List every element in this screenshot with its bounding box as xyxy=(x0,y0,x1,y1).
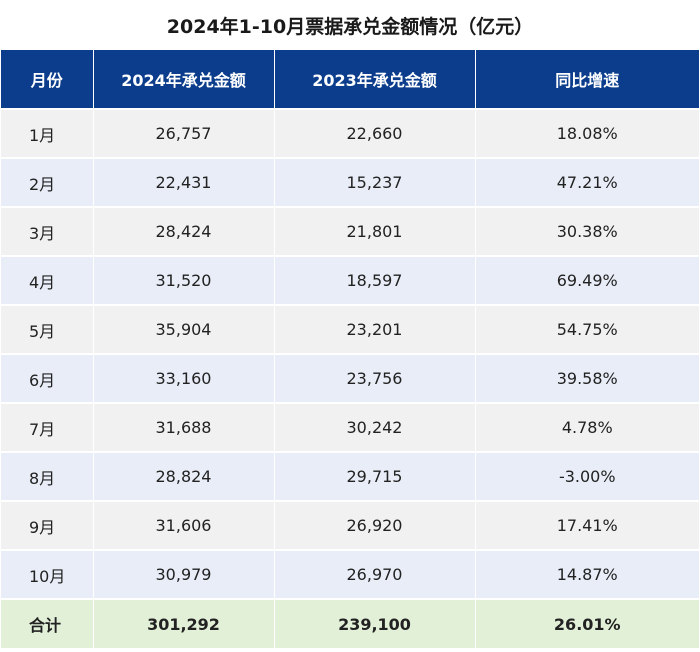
cell-yoy-growth: 39.58% xyxy=(475,354,699,404)
cell-month: 8月 xyxy=(1,452,94,502)
table-row: 6月 33,160 23,756 39.58% xyxy=(1,354,699,404)
cell-2024-amount: 30,979 xyxy=(93,550,275,600)
cell-month: 2月 xyxy=(1,158,94,208)
cell-2023-amount: 26,970 xyxy=(274,550,476,600)
cell-2024-amount: 31,688 xyxy=(93,403,275,453)
cell-yoy-growth: 30.38% xyxy=(475,207,699,257)
cell-2024-amount: 33,160 xyxy=(93,354,275,404)
cell-2024-amount: 31,606 xyxy=(93,501,275,551)
cell-2024-amount: 28,824 xyxy=(93,452,275,502)
cell-yoy-growth: 54.75% xyxy=(475,305,699,355)
cell-month: 5月 xyxy=(1,305,94,355)
header-2023-amount: 2023年承兑金额 xyxy=(274,50,476,110)
table-row: 4月 31,520 18,597 69.49% xyxy=(1,256,699,306)
total-cell-yoy-growth: 26.01% xyxy=(475,599,699,650)
cell-2023-amount: 18,597 xyxy=(274,256,476,306)
cell-2024-amount: 22,431 xyxy=(93,158,275,208)
cell-month: 3月 xyxy=(1,207,94,257)
cell-2023-amount: 23,201 xyxy=(274,305,476,355)
cell-2023-amount: 29,715 xyxy=(274,452,476,502)
cell-2023-amount: 22,660 xyxy=(274,109,476,159)
cell-2023-amount: 15,237 xyxy=(274,158,476,208)
cell-yoy-growth: 69.49% xyxy=(475,256,699,306)
table-row: 5月 35,904 23,201 54.75% xyxy=(1,305,699,355)
cell-2024-amount: 35,904 xyxy=(93,305,275,355)
cell-2024-amount: 31,520 xyxy=(93,256,275,306)
table-row: 8月 28,824 29,715 -3.00% xyxy=(1,452,699,502)
total-row: 合计 301,292 239,100 26.01% xyxy=(1,599,699,650)
table-row: 9月 31,606 26,920 17.41% xyxy=(1,501,699,551)
total-cell-month: 合计 xyxy=(1,599,94,650)
header-row: 月份 2024年承兑金额 2023年承兑金额 同比增速 xyxy=(1,50,699,110)
cell-2023-amount: 23,756 xyxy=(274,354,476,404)
table-title: 2024年1-10月票据承兑金额情况（亿元） xyxy=(166,16,534,38)
cell-2024-amount: 28,424 xyxy=(93,207,275,257)
header-month: 月份 xyxy=(1,50,94,110)
table-body: 1月 26,757 22,660 18.08% 2月 22,431 15,237 47.21%… xyxy=(1,109,699,650)
cell-yoy-growth: -3.00% xyxy=(475,452,699,502)
total-cell-2024-amount: 301,292 xyxy=(93,599,275,650)
acceptance-table: 月份 2024年承兑金额 2023年承兑金额 同比增速 1月 26,757 22,6… xyxy=(1,50,699,650)
cell-month: 6月 xyxy=(1,354,94,404)
table-row: 10月 30,979 26,970 14.87% xyxy=(1,550,699,600)
table-row: 3月 28,424 21,801 30.38% xyxy=(1,207,699,257)
cell-2023-amount: 26,920 xyxy=(274,501,476,551)
cell-2024-amount: 26,757 xyxy=(93,109,275,159)
cell-month: 4月 xyxy=(1,256,94,306)
cell-yoy-growth: 18.08% xyxy=(475,109,699,159)
cell-yoy-growth: 47.21% xyxy=(475,158,699,208)
cell-month: 10月 xyxy=(1,550,94,600)
cell-2023-amount: 21,801 xyxy=(274,207,476,257)
cell-yoy-growth: 4.78% xyxy=(475,403,699,453)
table-row: 7月 31,688 30,242 4.78% xyxy=(1,403,699,453)
cell-month: 1月 xyxy=(1,109,94,159)
cell-month: 7月 xyxy=(1,403,94,453)
table-row: 2月 22,431 15,237 47.21% xyxy=(1,158,699,208)
cell-2023-amount: 30,242 xyxy=(274,403,476,453)
table-row: 1月 26,757 22,660 18.08% xyxy=(1,109,699,159)
header-yoy-growth: 同比增速 xyxy=(475,50,699,110)
cell-yoy-growth: 17.41% xyxy=(475,501,699,551)
header-2024-amount: 2024年承兑金额 xyxy=(93,50,275,110)
cell-month: 9月 xyxy=(1,501,94,551)
total-cell-2023-amount: 239,100 xyxy=(274,599,476,650)
cell-yoy-growth: 14.87% xyxy=(475,550,699,600)
